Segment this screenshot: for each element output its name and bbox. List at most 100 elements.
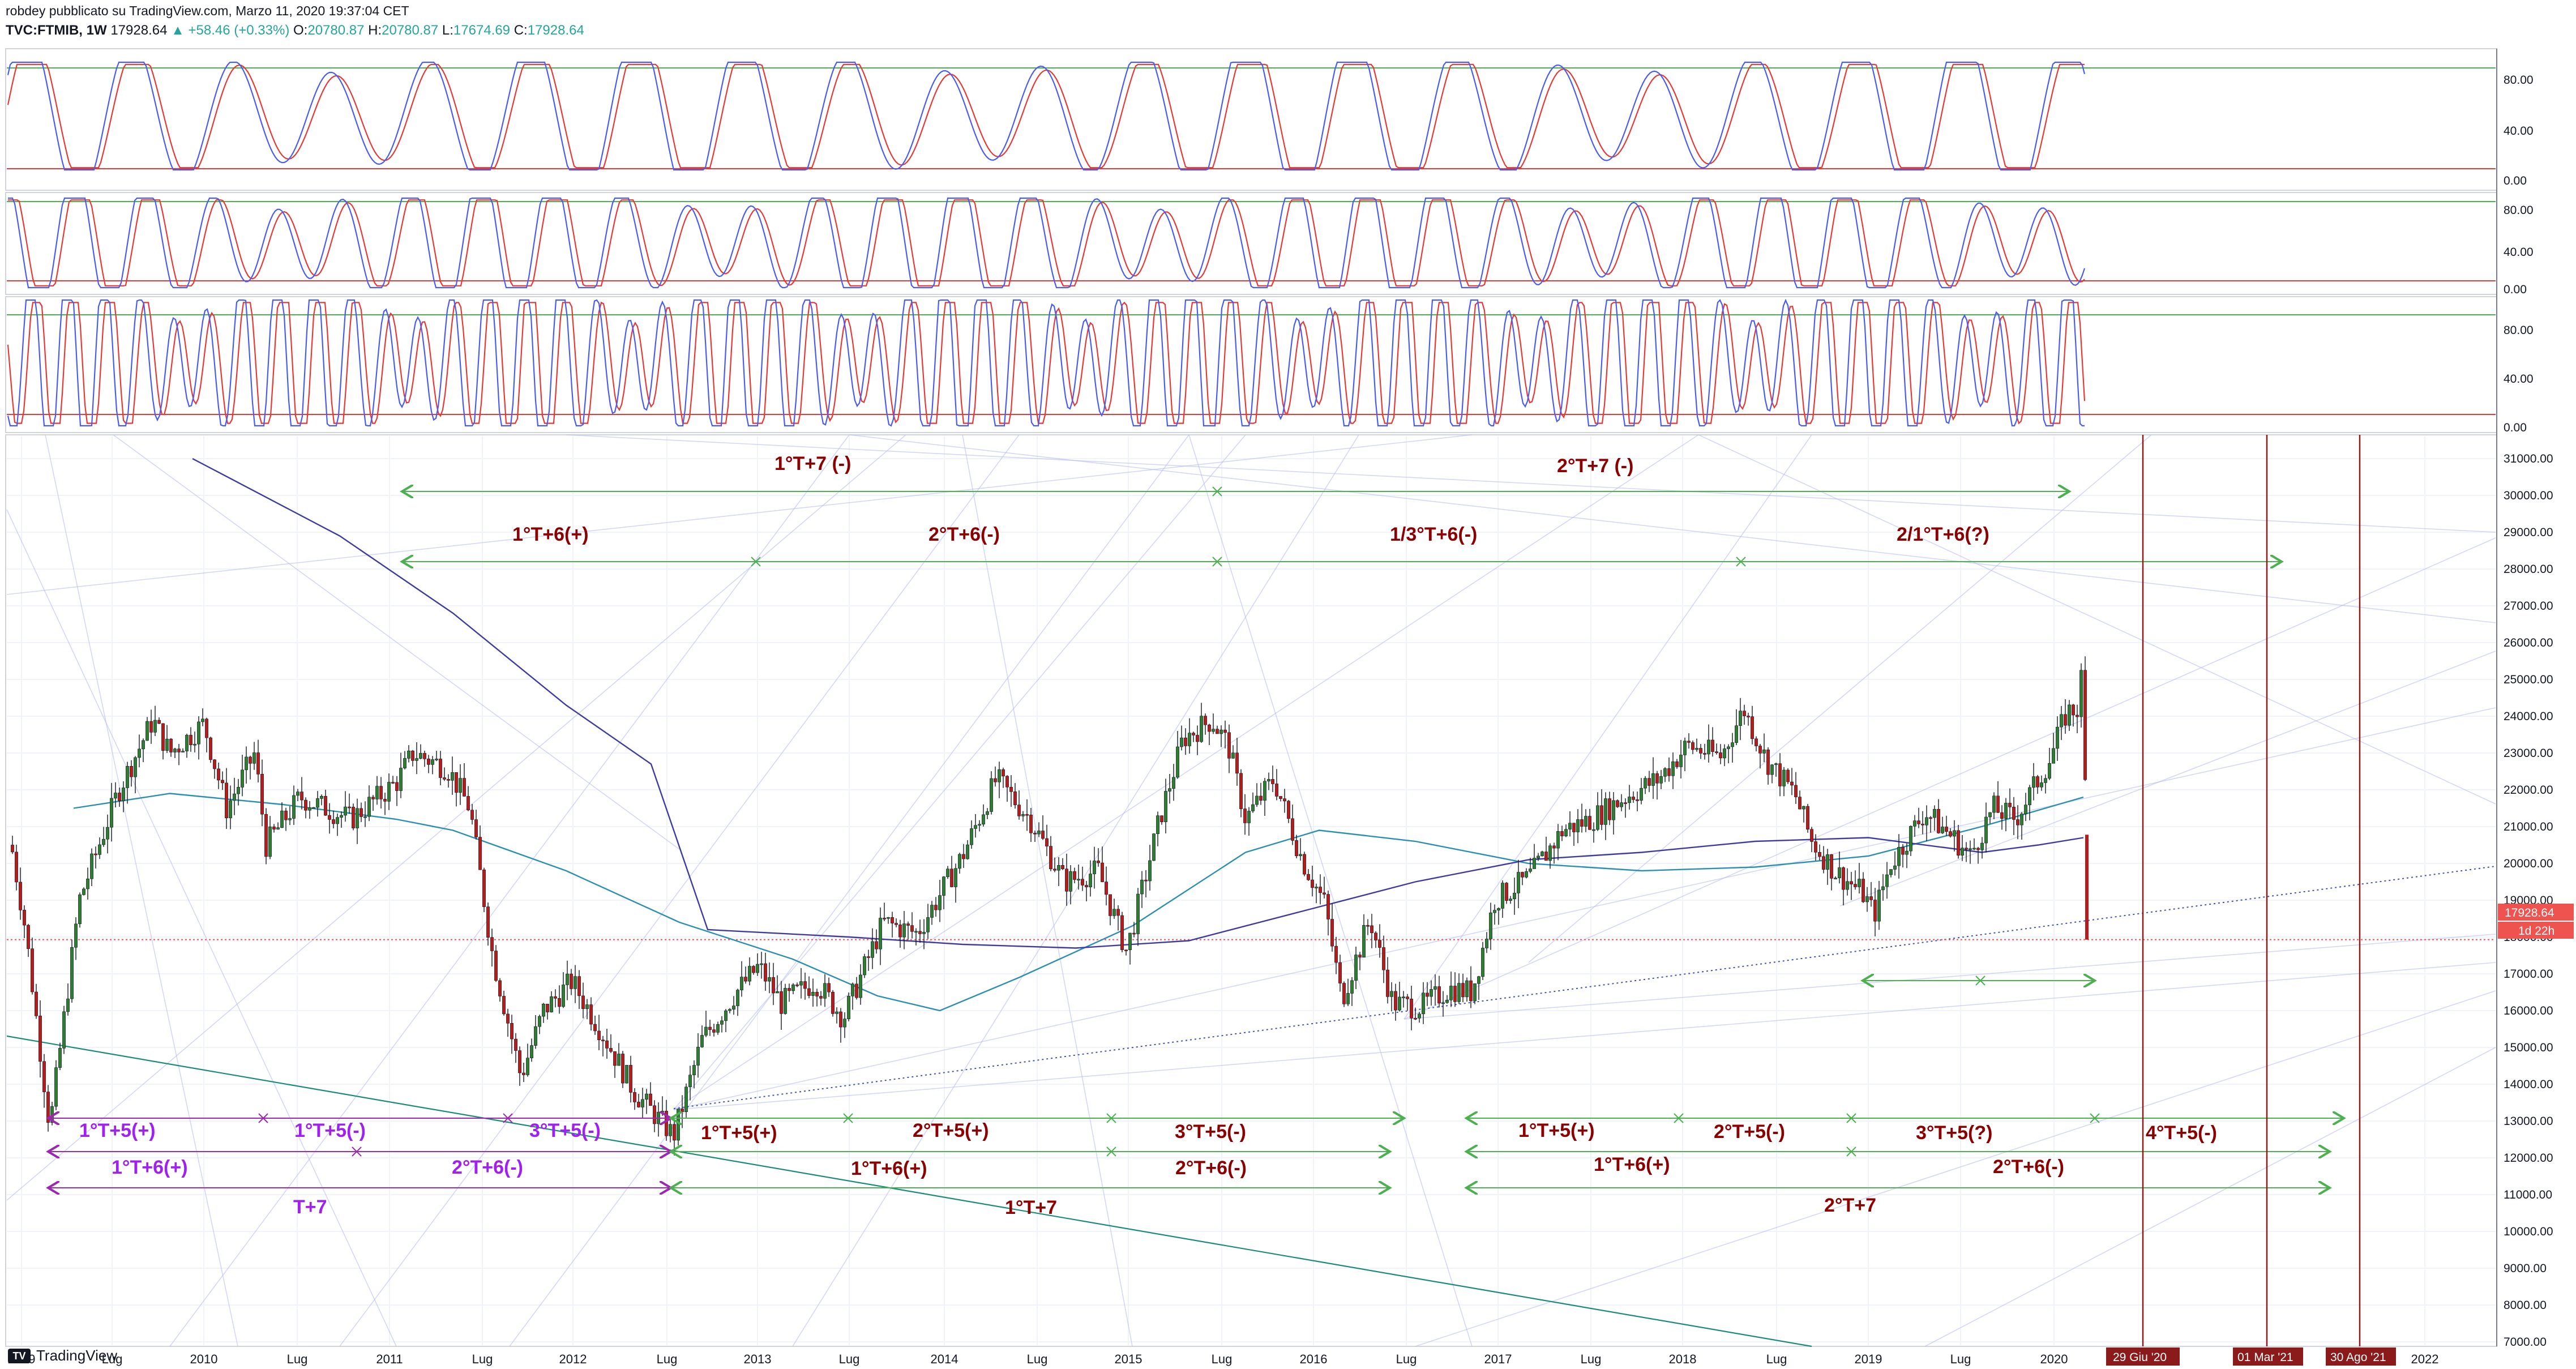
cycle-label-r-t6-2: 2°T+6(-) — [1993, 1156, 2064, 1178]
low-label: L: — [442, 23, 453, 38]
time-tick-9: Lug — [839, 1352, 860, 1366]
candle-body-126 — [510, 1023, 514, 1039]
candle-body-238 — [954, 868, 957, 887]
candle-body-192 — [772, 977, 775, 994]
candle-body-141 — [570, 973, 573, 989]
candle-body-469 — [1869, 896, 1873, 900]
candle-body-180 — [724, 1010, 728, 1021]
candle-body-269 — [1077, 879, 1080, 881]
price-tick-9: 22000.00 — [2504, 784, 2553, 797]
price-tick-20: 11000.00 — [2504, 1188, 2552, 1201]
candle-body-500 — [1992, 795, 1996, 813]
candle-body-131 — [530, 1045, 533, 1058]
candle-body-179 — [720, 1020, 724, 1025]
candle-body-165 — [665, 1111, 668, 1136]
candle-body-343 — [1370, 925, 1373, 934]
candle-body-113 — [459, 778, 462, 793]
time-tick-3: Lug — [287, 1352, 308, 1366]
candle-body-18 — [82, 888, 85, 895]
candle-body-291 — [1164, 791, 1167, 822]
candle-body-406 — [1620, 802, 1623, 807]
candle-body-368 — [1469, 980, 1473, 1002]
candle-body-159 — [641, 1099, 644, 1107]
candle-body-300 — [1200, 716, 1203, 742]
candle-body-333 — [1330, 919, 1334, 947]
candle-body-494 — [1969, 848, 1972, 850]
candle-body-395 — [1576, 819, 1580, 832]
last-price-tag — [2498, 904, 2574, 921]
candle-body-24 — [106, 827, 109, 840]
candle-body-233 — [934, 905, 938, 910]
symbol-label[interactable]: TVC:FTMIB, 1W — [6, 23, 107, 38]
candle-body-409 — [1632, 797, 1635, 800]
time-tick-22: 2020 — [2040, 1352, 2068, 1366]
candle-body-215 — [863, 956, 866, 976]
osc2-tick-80: 80.00 — [2504, 204, 2534, 217]
candle-body-279 — [1116, 909, 1120, 916]
time-tick-5: Lug — [472, 1352, 493, 1366]
candle-body-122 — [494, 951, 498, 981]
candle-body-397 — [1584, 816, 1587, 827]
candle-body-145 — [585, 1004, 589, 1009]
candle-body-521 — [2076, 715, 2079, 717]
candle-body-127 — [514, 1038, 517, 1051]
candle-body-111 — [451, 772, 454, 781]
price-pane[interactable] — [5, 434, 2497, 1347]
candle-body-108 — [439, 759, 442, 778]
candle-body-195 — [784, 988, 787, 1014]
candle-body-170 — [684, 1086, 688, 1113]
candle-body-158 — [637, 1102, 640, 1107]
candle-body-16 — [74, 923, 78, 948]
candle-body-132 — [534, 1026, 537, 1046]
candle-body-413 — [1648, 778, 1651, 786]
candle-body-188 — [756, 964, 759, 973]
candle-body-468 — [1865, 896, 1869, 902]
candle-body-96 — [391, 782, 395, 784]
candle-body-400 — [1596, 805, 1599, 830]
candle-body-42 — [177, 748, 181, 752]
cycle-label-top2: 2°T+7 (-) — [1557, 455, 1633, 477]
candle-body-258 — [1033, 832, 1037, 835]
candle-body-136 — [550, 996, 553, 1012]
candle-body-240 — [962, 854, 965, 859]
candle-body-27 — [118, 793, 121, 801]
candle-body-102 — [415, 758, 418, 761]
candle-body-318 — [1271, 779, 1274, 784]
candle-body-366 — [1461, 983, 1465, 998]
candle-body-169 — [681, 1109, 684, 1113]
candle-body-4 — [27, 925, 30, 949]
candle-body-221 — [887, 917, 890, 919]
candle-body-403 — [1608, 798, 1611, 820]
candle-body-385 — [1537, 855, 1540, 858]
candle-body-386 — [1541, 852, 1544, 857]
candle-body-176 — [708, 1026, 712, 1030]
candle-body-52 — [217, 768, 220, 781]
osc-pane-2[interactable] — [5, 192, 2497, 295]
candle-body-360 — [1437, 986, 1441, 1004]
candle-body-110 — [447, 779, 450, 781]
candle-body-295 — [1180, 737, 1183, 747]
candle-body-463 — [1846, 881, 1849, 890]
candle-body-304 — [1216, 729, 1219, 734]
candle-body-299 — [1196, 735, 1199, 742]
date-tag-3-text: 30 Ago '21 — [2330, 1351, 2386, 1364]
candle-body-204 — [819, 996, 823, 999]
candle-body-256 — [1025, 814, 1029, 816]
candle-body-475 — [1893, 865, 1897, 870]
candle-body-346 — [1382, 947, 1385, 970]
candle-body-21 — [94, 853, 97, 855]
candle-body-340 — [1358, 955, 1362, 958]
candle-body-384 — [1533, 858, 1536, 869]
candle-body-247 — [990, 778, 993, 812]
candle-body-25 — [110, 798, 113, 828]
candle-body-17 — [78, 894, 82, 925]
candle-body-431 — [1719, 752, 1722, 759]
candle-body-481 — [1917, 820, 1920, 824]
candle-body-133 — [538, 1016, 541, 1027]
candle-body-283 — [1132, 932, 1136, 935]
date-tag-2 — [2233, 1347, 2303, 1366]
price-tick-6: 25000.00 — [2504, 673, 2553, 686]
candle-body-46 — [193, 743, 196, 746]
candle-body-461 — [1838, 867, 1841, 879]
